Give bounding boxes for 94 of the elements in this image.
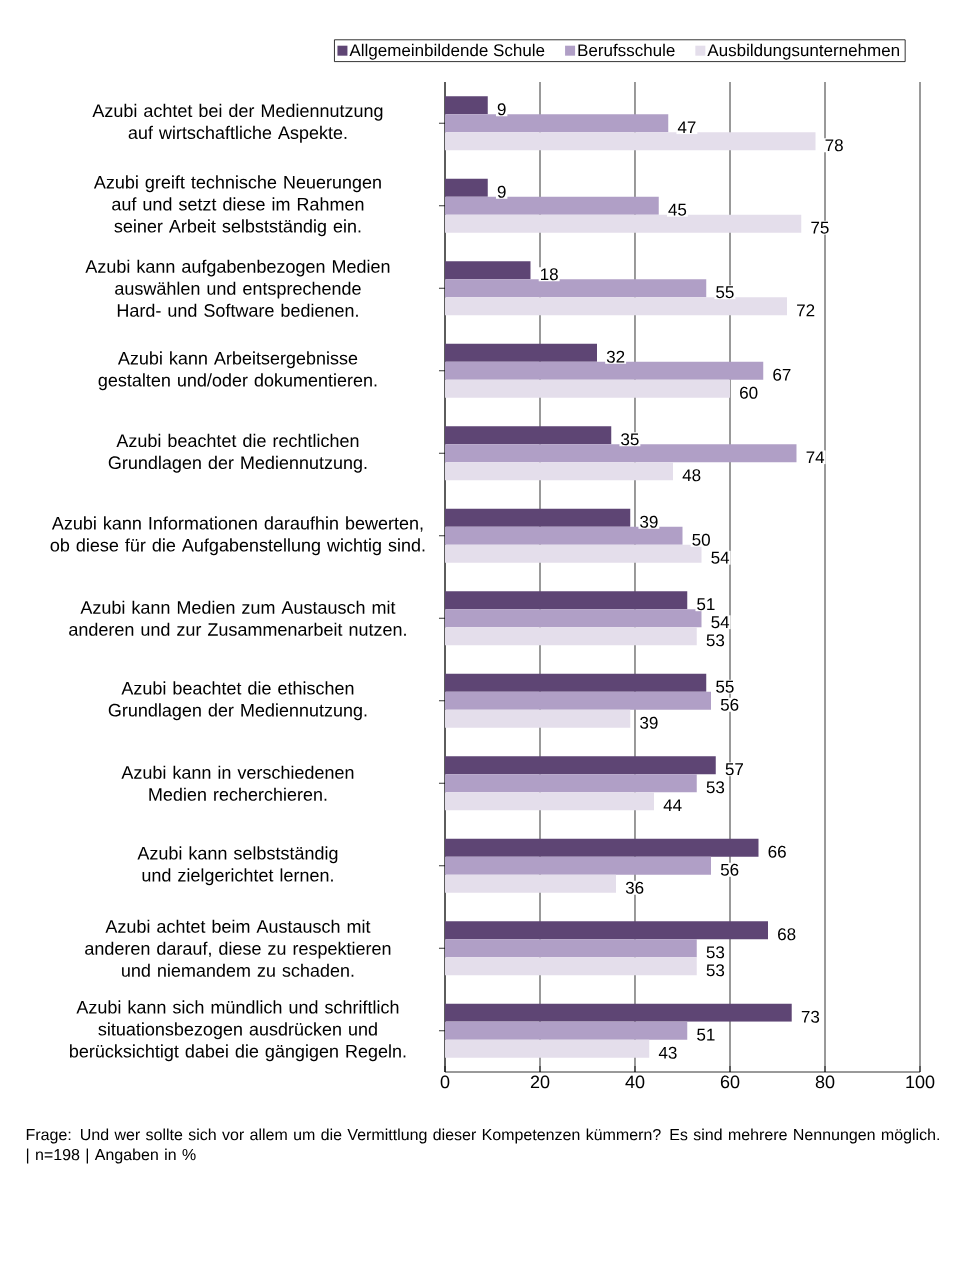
x-tick-label: 40 bbox=[625, 1075, 645, 1089]
bar bbox=[445, 709, 631, 728]
bar bbox=[445, 921, 768, 940]
bar bbox=[445, 114, 669, 133]
x-tick-label: 100 bbox=[906, 1075, 935, 1089]
bar bbox=[445, 261, 531, 280]
data-label: 9 bbox=[497, 185, 506, 198]
bar bbox=[445, 1021, 688, 1040]
data-label: 57 bbox=[725, 763, 743, 776]
data-label: 36 bbox=[625, 881, 644, 894]
data-label: 60 bbox=[740, 386, 758, 399]
y-tick-label: Azubi kann aufgabenbezogen Medien auswählen und entsprechende Hard- und Software bedienen. bbox=[85, 259, 390, 317]
bar bbox=[445, 196, 659, 215]
bar bbox=[445, 874, 616, 893]
bar bbox=[445, 96, 488, 115]
bar bbox=[445, 297, 787, 316]
y-tick-label: Azubi kann Medien zum Austausch mit anderen und zur Zusammenarbeit nutzen. bbox=[69, 600, 406, 636]
y-tick-label: Azubi beachtet die rechtlichen Grundlagen der Mediennutzung. bbox=[108, 433, 367, 473]
bar bbox=[445, 178, 488, 197]
bar bbox=[445, 627, 697, 646]
data-label: 43 bbox=[658, 1046, 677, 1059]
data-label: 68 bbox=[778, 928, 796, 941]
x-tick-label: 80 bbox=[815, 1075, 835, 1089]
y-tick-label: Azubi kann in verschiedenen Medien recherchieren. bbox=[121, 765, 354, 801]
data-label: 39 bbox=[640, 716, 658, 729]
text: Frage: Und wer sollte sich vor allem um die Vermittlung dieser Kompetenzen kümmern? Es sind mehrere Nennungen möglich. | n=198 | Angaben in % bbox=[26, 1128, 939, 1164]
y-tick-label: Azubi kann Arbeitsergebnisse gestalten und/oder dokumentieren. bbox=[98, 351, 377, 391]
bar bbox=[445, 673, 707, 692]
data-label: 51 bbox=[697, 1028, 715, 1041]
bar bbox=[445, 1039, 650, 1058]
bar bbox=[445, 856, 711, 875]
bar bbox=[445, 426, 612, 445]
legend-label: Ausbildungsunternehmen bbox=[707, 43, 899, 60]
data-label: 50 bbox=[692, 533, 710, 546]
data-label: 56 bbox=[720, 698, 739, 711]
y-tick-label: Azubi kann sich mündlich und schriftlich situationsbezogen ausdrücken und berücksichtigt dabei die gängigen Regeln. bbox=[70, 1000, 406, 1062]
bar bbox=[445, 1003, 792, 1022]
legend-label: Allgemeinbildende Schule bbox=[349, 43, 545, 60]
bar bbox=[445, 379, 730, 398]
data-label: 51 bbox=[697, 598, 715, 611]
data-label: 54 bbox=[711, 551, 730, 564]
y-tick-label: Azubi kann selbstständig und zielgerichtet lernen. bbox=[137, 846, 338, 886]
data-label: 75 bbox=[811, 221, 829, 234]
data-label: 53 bbox=[706, 946, 725, 959]
data-label: 78 bbox=[825, 139, 843, 152]
x-tick-label: 60 bbox=[720, 1075, 740, 1089]
bar bbox=[445, 792, 654, 811]
data-label: 48 bbox=[682, 469, 701, 482]
data-label: 55 bbox=[716, 286, 734, 299]
data-label: 47 bbox=[677, 121, 696, 134]
data-label: 54 bbox=[711, 616, 730, 629]
bar bbox=[445, 132, 816, 151]
bar bbox=[445, 444, 797, 463]
data-label: 66 bbox=[768, 845, 786, 858]
data-label: 45 bbox=[668, 203, 687, 216]
x-tick-label: 20 bbox=[530, 1075, 550, 1089]
bar bbox=[445, 838, 759, 857]
data-label: 35 bbox=[621, 433, 639, 446]
y-tick-label: Azubi achtet beim Austausch mit anderen darauf, diese zu respektieren und niemandem zu schaden. bbox=[85, 919, 391, 977]
bar bbox=[445, 526, 683, 545]
y-tick-label: Azubi beachtet die ethischen Grundlagen der Mediennutzung. bbox=[108, 681, 367, 721]
x-tick-label: 0 bbox=[440, 1075, 450, 1089]
data-label: 72 bbox=[797, 304, 815, 317]
data-label: 32 bbox=[606, 350, 625, 363]
data-label: 9 bbox=[497, 103, 506, 116]
bar bbox=[445, 361, 764, 380]
bar bbox=[445, 774, 697, 793]
bar bbox=[445, 343, 597, 362]
data-label: 53 bbox=[706, 634, 725, 647]
bar bbox=[445, 462, 673, 481]
bar bbox=[445, 279, 707, 298]
data-label: 56 bbox=[720, 863, 739, 876]
y-tick-label: Azubi achtet bei der Mediennutzung auf wirtschaftliche Aspekte. bbox=[92, 103, 383, 143]
bar bbox=[445, 957, 697, 976]
data-label: 55 bbox=[716, 680, 734, 693]
bar bbox=[445, 756, 716, 775]
data-label: 67 bbox=[773, 368, 791, 381]
bar bbox=[445, 591, 688, 610]
data-label: 53 bbox=[706, 781, 725, 794]
legend-label: Berufsschule bbox=[578, 43, 675, 57]
bar bbox=[445, 544, 702, 563]
bar bbox=[445, 508, 631, 527]
data-label: 18 bbox=[541, 268, 558, 281]
y-tick-label: Azubi greift technische Neuerungen auf und setzt diese im Rahmen seiner Arbeit selbstständig ein. bbox=[93, 175, 381, 237]
data-label: 73 bbox=[801, 1010, 820, 1023]
y-tick-label: Azubi kann Informationen daraufhin bewerten, ob diese für die Aufgabenstellung wichtig sind. bbox=[50, 516, 425, 556]
bar bbox=[445, 609, 702, 628]
bar bbox=[445, 214, 802, 233]
data-label: 39 bbox=[640, 515, 658, 528]
data-label: 44 bbox=[663, 799, 682, 812]
bar bbox=[445, 691, 711, 710]
bar bbox=[445, 939, 697, 958]
data-label: 53 bbox=[706, 964, 725, 977]
data-label: 74 bbox=[806, 451, 825, 464]
